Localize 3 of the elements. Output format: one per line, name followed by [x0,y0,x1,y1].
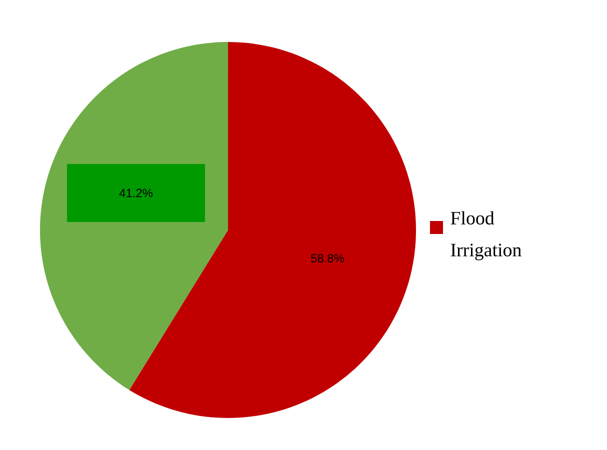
data-label: 58.8% [311,254,344,262]
data-label: 41.2% [119,188,153,198]
legend-label: Flood Irrigation [450,211,522,260]
